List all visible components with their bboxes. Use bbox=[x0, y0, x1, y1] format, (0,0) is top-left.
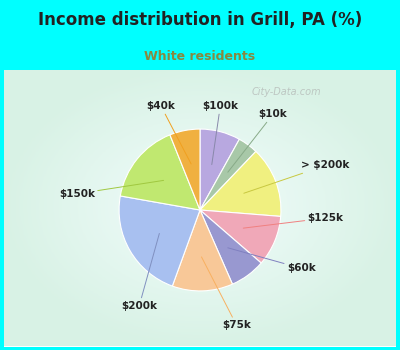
Text: $100k: $100k bbox=[202, 102, 238, 164]
Wedge shape bbox=[200, 210, 261, 284]
Text: City-Data.com: City-Data.com bbox=[252, 87, 321, 97]
Text: $60k: $60k bbox=[228, 248, 316, 273]
Wedge shape bbox=[200, 129, 239, 210]
Text: > $200k: > $200k bbox=[244, 161, 350, 193]
Wedge shape bbox=[120, 135, 200, 210]
Text: $150k: $150k bbox=[59, 180, 164, 199]
Text: $125k: $125k bbox=[243, 213, 344, 228]
Text: White residents: White residents bbox=[144, 49, 256, 63]
Text: $40k: $40k bbox=[147, 102, 191, 164]
Text: $10k: $10k bbox=[228, 110, 287, 172]
Text: $75k: $75k bbox=[202, 257, 251, 330]
Wedge shape bbox=[119, 196, 200, 286]
Text: Income distribution in Grill, PA (%): Income distribution in Grill, PA (%) bbox=[38, 10, 362, 29]
Wedge shape bbox=[170, 129, 200, 210]
Wedge shape bbox=[200, 152, 281, 216]
Wedge shape bbox=[200, 210, 281, 263]
Text: $200k: $200k bbox=[121, 233, 159, 310]
Wedge shape bbox=[200, 139, 256, 210]
Wedge shape bbox=[172, 210, 232, 291]
